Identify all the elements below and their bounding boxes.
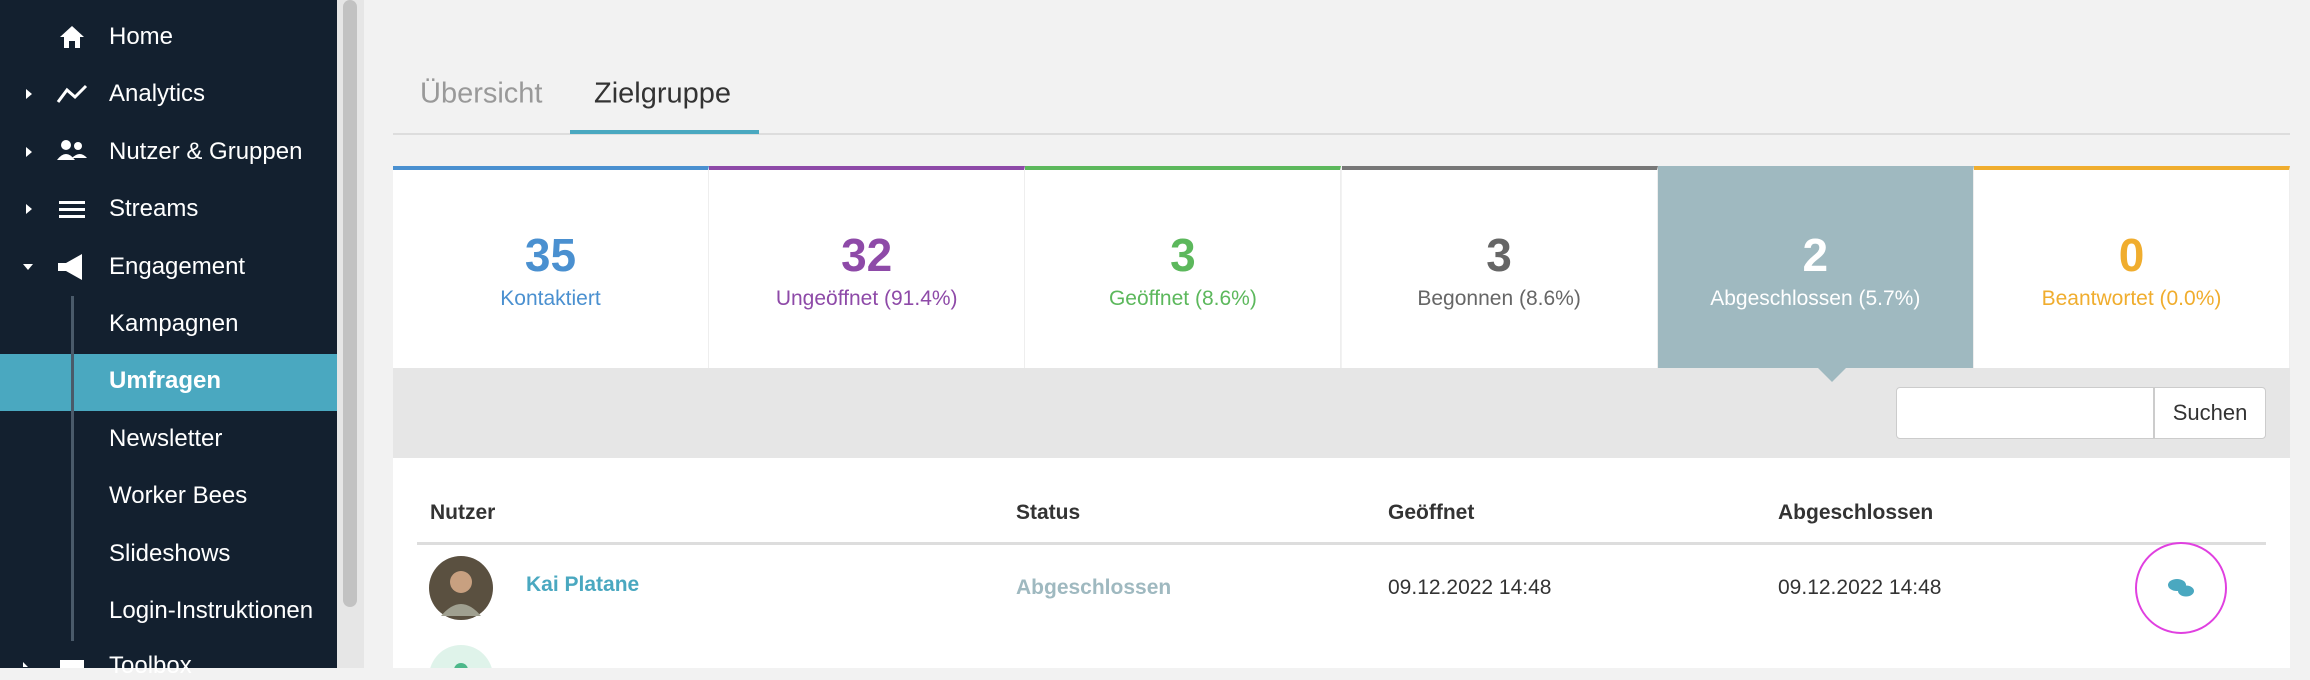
nav-item[interactable]: Login-Instruktionen [109,597,314,624]
header-line [417,542,2266,545]
stat-value: 2 [1802,229,1829,281]
search-button[interactable]: Suchen [2154,387,2266,439]
nav-item[interactable]: Umfragen [109,367,222,394]
chat-button[interactable] [2134,541,2228,635]
stat-label: Abgeschlossen (5.7%) [1710,287,1921,310]
submenu-line [71,296,74,641]
nav-item[interactable]: Engagement [109,253,246,280]
col-header[interactable]: Abgeschlossen [1778,501,1934,524]
pointer [1818,368,1846,382]
stat-card[interactable]: 3 Geöffnet (8.6%) [1025,166,1342,368]
sidebar: Home Analytics Nutzer & Gruppen Streams Enga… [0,0,337,679]
tab-divider [393,133,2290,135]
stat-value: 3 [1170,229,1196,281]
tab[interactable]: Übersicht [420,77,543,110]
nav-item[interactable]: Worker Bees [109,482,248,509]
nav-item[interactable]: Slideshows [109,540,231,567]
sidebar-icons [23,26,88,668]
stat-label: Geöffnet (8.6%) [1108,287,1257,310]
opened-date: 09.12.2022 14:48 [1388,576,1552,599]
stat-card[interactable]: 32 Ungeöffnet (91.4%) [709,166,1026,368]
avatar [429,556,493,620]
nav-item[interactable]: Streams [109,195,199,222]
nav-item[interactable]: Analytics [109,80,206,107]
avatar [430,645,492,668]
tab-underline [570,130,759,134]
stat-value: 35 [524,229,577,281]
stat-value: 0 [2118,229,2145,281]
stat-label: Ungeöffnet (91.4%) [775,287,958,310]
active-item-bg [0,354,337,411]
nav-item[interactable]: Newsletter [109,425,223,452]
nav-item[interactable]: Nutzer & Gruppen [109,138,303,165]
stat-label: Kontaktiert [500,287,601,310]
scroll-thumb[interactable] [343,0,357,607]
stat-label: Begonnen (8.6%) [1417,287,1581,310]
nav-item[interactable]: Toolbox [109,652,192,679]
user-name[interactable]: Kai Platane [526,573,640,596]
status: Abgeschlossen [1016,576,1172,599]
stat-card[interactable]: 2 Abgeschlossen (5.7%) [1657,166,1974,368]
stat-card[interactable]: 35 Kontaktiert [393,166,709,368]
stat-value: 32 [841,229,893,281]
stat-value: 3 [1486,229,1512,281]
stat-label: Beantwortet (0.0%) [2041,287,2222,310]
col-header[interactable]: Status [1016,501,1081,524]
nav-item[interactable]: Home [109,23,174,50]
col-header[interactable]: Geöffnet [1388,501,1475,524]
table-panel [393,458,2290,668]
nav-item[interactable]: Kampagnen [109,310,239,337]
search-input[interactable] [1896,387,2154,439]
completed-date: 09.12.2022 14:48 [1778,576,1942,599]
stat-card[interactable]: 3 Begonnen (8.6%) [1341,166,1658,368]
scrollbar[interactable] [337,0,364,668]
col-header[interactable]: Nutzer [430,501,496,524]
tab-active[interactable]: Zielgruppe [594,77,732,110]
stat-card[interactable]: 0 Beantwortet (0.0%) [1974,166,2290,368]
